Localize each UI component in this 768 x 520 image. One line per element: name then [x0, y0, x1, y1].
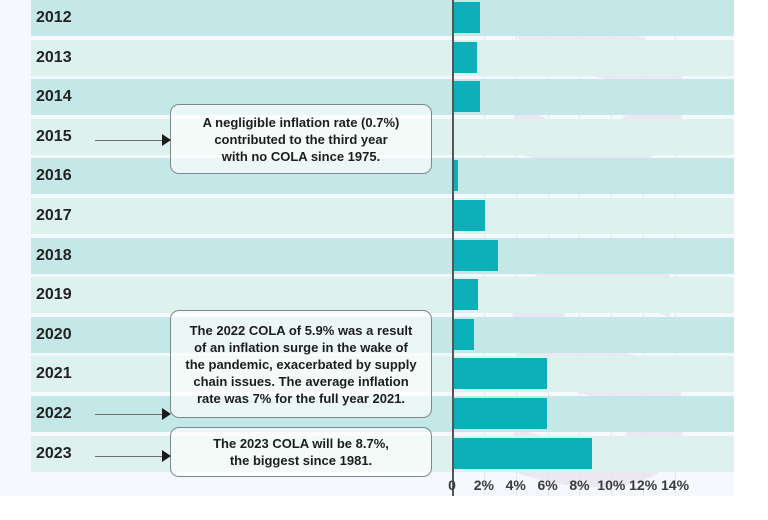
row-band	[31, 277, 734, 314]
annotation-line: contributed to the third year	[214, 131, 388, 147]
annotation-line: A negligible inflation rate (0.7%)	[202, 114, 400, 130]
leader-line	[95, 414, 162, 415]
year-label-2020: 2020	[36, 325, 72, 343]
year-label-2023: 2023	[36, 444, 72, 462]
bar-2013	[453, 41, 477, 73]
year-label-2018: 2018	[36, 246, 72, 264]
row-band	[31, 198, 734, 234]
bar-2022	[453, 398, 547, 429]
bar-2012	[453, 2, 481, 33]
year-label-2021: 2021	[36, 365, 72, 383]
bar-2021	[453, 358, 547, 390]
year-label-2012: 2012	[36, 9, 72, 26]
xtick-0: 0	[448, 477, 456, 493]
year-label-2015: 2015	[36, 127, 72, 145]
leader-arrow-icon	[162, 408, 171, 420]
row-band	[31, 39, 734, 76]
annotation-line: chain issues. The average inflation	[193, 373, 409, 389]
bar-2017	[453, 200, 485, 231]
xtick-12%: 12%	[629, 477, 658, 493]
leader-arrow-icon	[162, 450, 171, 462]
annotation-line: rate was 7% for the full year 2021.	[196, 390, 406, 406]
annotation-line: The 2023 COLA will be 8.7%,	[213, 436, 389, 451]
bar-2014	[453, 81, 481, 113]
bar-2023	[453, 437, 592, 469]
xtick-10%: 10%	[597, 477, 626, 493]
value-axis-line	[452, 0, 454, 496]
xtick-14%: 14%	[661, 477, 690, 493]
bar-2019	[453, 279, 479, 311]
year-label-2019: 2019	[36, 286, 72, 304]
leader-line	[95, 140, 162, 141]
annotation-2023: The 2023 COLA will be 8.7%, the biggest s…	[170, 427, 432, 477]
annotation-line: of an inflation surge in the wake of	[194, 339, 408, 355]
annotation-line: with no COLA since 1975.	[221, 148, 381, 164]
xtick-6%: 6%	[537, 477, 558, 493]
bar-2016	[453, 160, 458, 192]
year-label-2016: 2016	[36, 167, 72, 185]
year-label-2017: 2017	[36, 207, 72, 224]
year-label-2013: 2013	[36, 48, 72, 66]
annotation-2022: The 2022 COLA of 5.9% was a result of an …	[170, 310, 432, 418]
annotation-line: The 2022 COLA of 5.9% was a result	[189, 322, 413, 338]
year-label-2022: 2022	[36, 405, 72, 422]
xtick-2%: 2%	[473, 477, 494, 493]
annotation-line: the pandemic, exacerbated by supply	[185, 356, 417, 372]
xtick-4%: 4%	[505, 477, 526, 493]
leader-arrow-icon	[162, 134, 171, 146]
xtick-8%: 8%	[569, 477, 590, 493]
row-band	[31, 0, 734, 36]
row-band	[31, 237, 734, 274]
year-label-2014: 2014	[36, 88, 72, 106]
bar-2018	[453, 239, 498, 271]
annotation-line: the biggest since 1981.	[229, 453, 373, 468]
bar-2020	[453, 318, 474, 350]
leader-line	[95, 456, 162, 457]
annotation-2015: A negligible inflation rate (0.7%) contri…	[170, 104, 432, 174]
